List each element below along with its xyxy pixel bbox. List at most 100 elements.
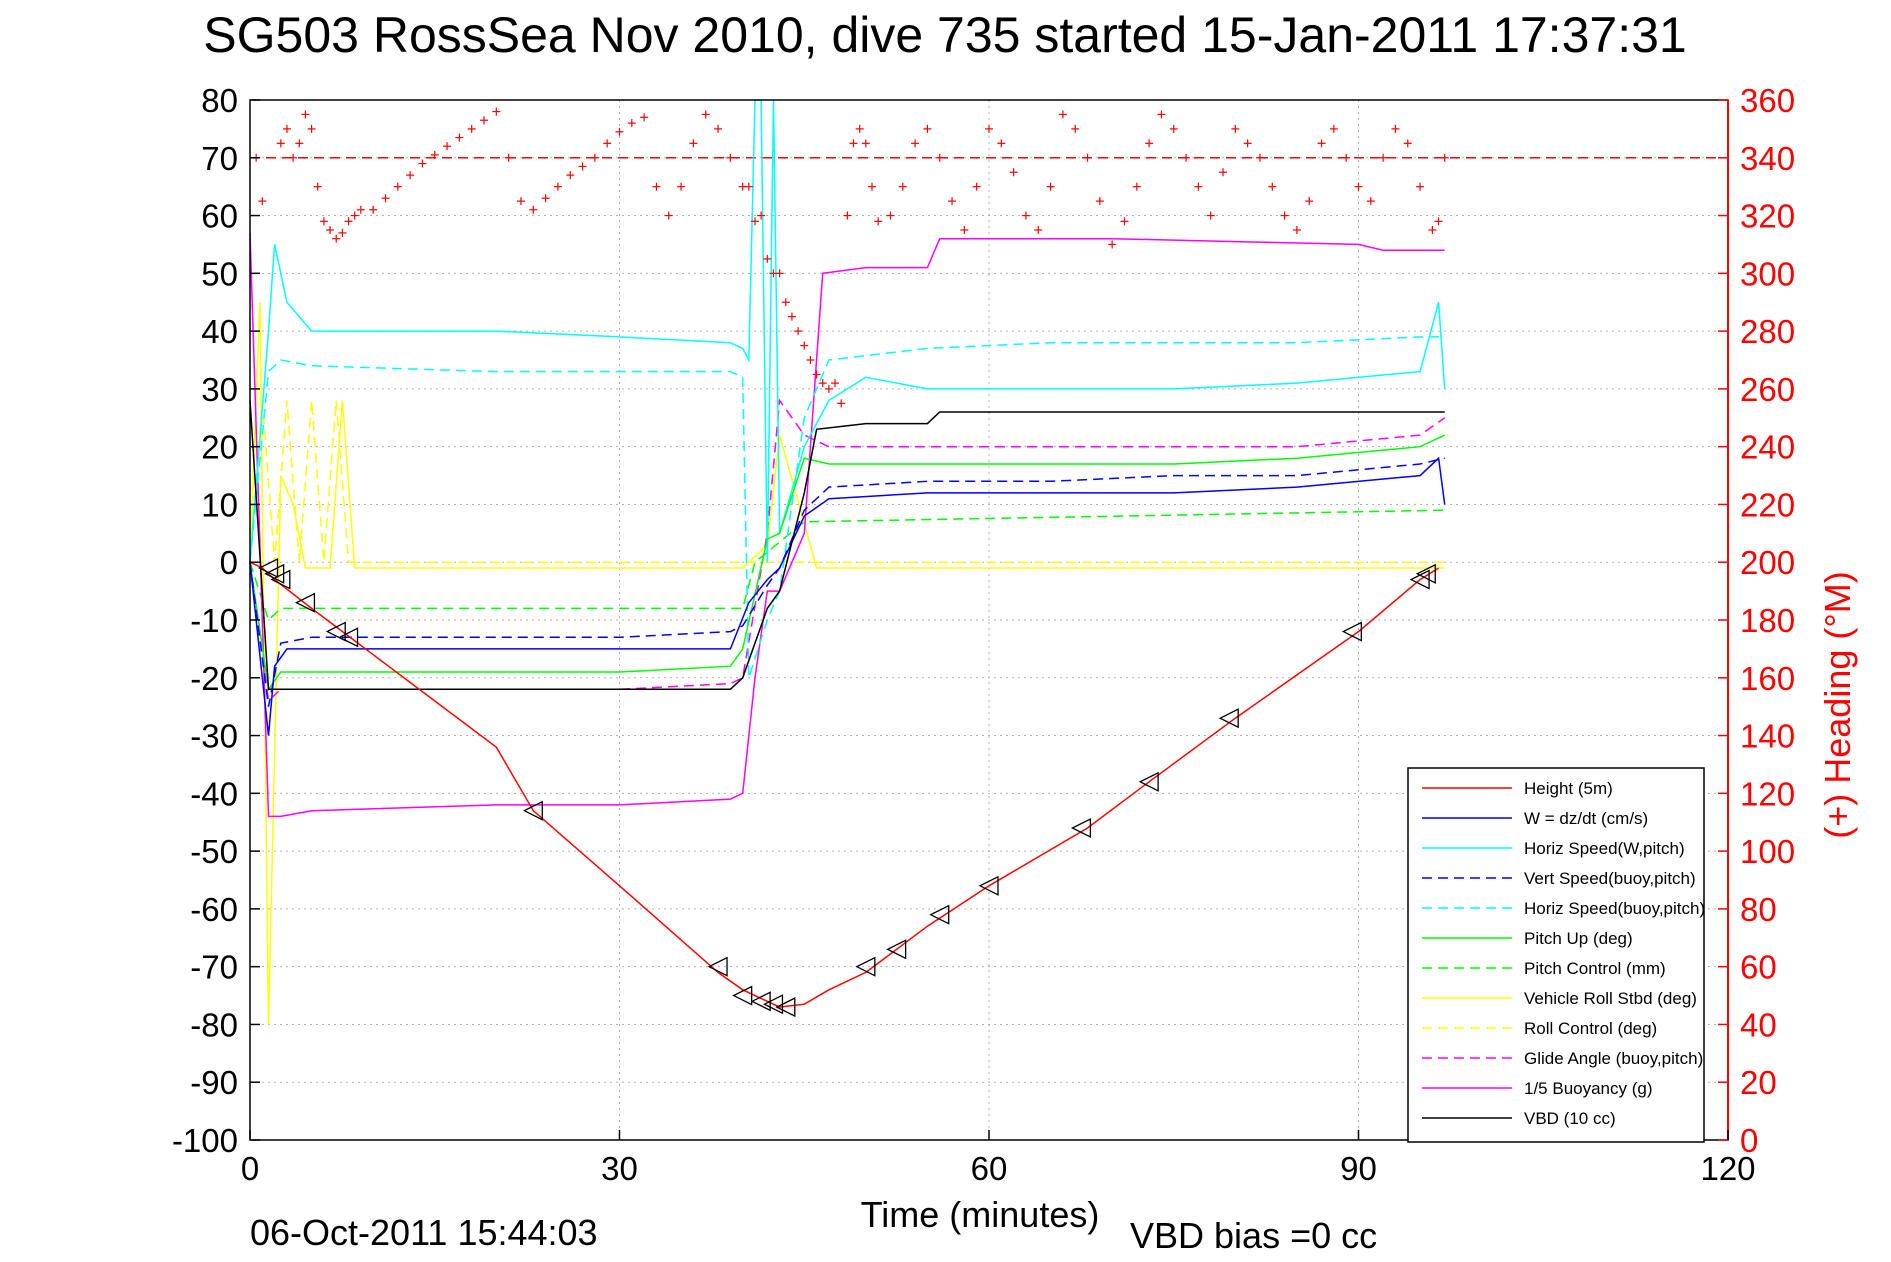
heading-point	[898, 182, 907, 191]
heading-point	[1428, 226, 1437, 234]
heading-point	[886, 211, 895, 220]
left-tick-label: -90	[190, 1064, 238, 1101]
heading-point	[948, 197, 957, 206]
heading-point	[1440, 153, 1449, 162]
legend-label: Pitch Up (deg)	[1524, 929, 1633, 948]
series-line-horiz-w	[249, 99, 1446, 563]
heading-point	[1009, 168, 1018, 177]
left-tick-label: 50	[201, 255, 238, 292]
x-axis-label: Time (minutes)	[861, 1194, 1100, 1235]
left-tick-label: 70	[201, 140, 238, 177]
heading-point	[258, 197, 267, 206]
legend-box	[1407, 767, 1705, 1143]
x-tick-label: 30	[601, 1150, 638, 1187]
series-line-roll-ctl	[249, 400, 1445, 563]
heading-point	[1403, 139, 1412, 148]
heading-point	[1071, 124, 1080, 133]
heading-point	[985, 124, 993, 133]
heading-point	[541, 194, 550, 203]
heading-point	[750, 217, 759, 226]
heading-point	[1145, 139, 1154, 148]
heading-point	[1058, 110, 1067, 119]
state-marker	[522, 800, 543, 821]
heading-point	[1206, 211, 1215, 220]
right-tick-label: 320	[1740, 198, 1795, 235]
left-tick-label: -60	[190, 891, 238, 928]
state-marker	[270, 569, 291, 590]
heading-point	[1317, 139, 1326, 148]
heading-point	[344, 217, 353, 226]
legend-label: Glide Angle (buoy,pitch)	[1524, 1049, 1703, 1068]
heading-point	[295, 139, 304, 148]
right-tick-label: 60	[1740, 949, 1777, 986]
heading-point	[1391, 124, 1400, 133]
heading-point	[590, 153, 599, 162]
state-marker	[732, 985, 753, 1006]
heading-point	[1021, 211, 1030, 220]
heading-point	[289, 153, 298, 162]
series-line-w	[249, 456, 1446, 736]
heading-point	[812, 370, 821, 379]
heading-point	[1083, 153, 1092, 162]
heading-point	[935, 153, 944, 162]
heading-point	[455, 133, 464, 142]
x-tick-label: 0	[241, 1150, 259, 1187]
heading-point	[744, 182, 753, 191]
legend-label: Roll Control (deg)	[1524, 1019, 1657, 1038]
state-marker	[886, 939, 907, 960]
heading-point	[301, 110, 310, 119]
x-tick-label: 120	[1700, 1150, 1755, 1187]
left-tick-label: 40	[201, 313, 238, 350]
legend-label: Height (5m)	[1524, 779, 1613, 798]
heading-point	[480, 116, 489, 125]
heading-point	[849, 139, 858, 148]
state-marker	[1138, 771, 1159, 792]
series-line-vbd	[249, 400, 1445, 691]
heading-point	[818, 379, 827, 388]
heading-point	[787, 312, 796, 321]
state-marker	[929, 904, 950, 925]
state-marker	[775, 997, 796, 1018]
series-line-vert-buoy	[249, 457, 1445, 707]
heading-point	[824, 384, 833, 393]
heading-point	[627, 119, 636, 128]
heading-point	[443, 142, 452, 151]
left-tick-label: 20	[201, 429, 238, 466]
heading-point	[553, 182, 562, 191]
right-tick-label: 120	[1740, 775, 1795, 812]
heading-point	[1182, 153, 1191, 162]
heading-point	[350, 211, 359, 220]
heading-point	[689, 139, 698, 148]
left-tick-label: -30	[190, 718, 238, 755]
heading-point	[406, 171, 415, 180]
heading-point	[806, 356, 815, 364]
heading-point	[831, 379, 840, 388]
heading-point	[1120, 217, 1129, 226]
heading-point	[1095, 197, 1104, 206]
chart-title: SG503 RossSea Nov 2010, dive 735 started…	[203, 7, 1686, 63]
left-tick-label: 30	[201, 371, 238, 408]
marker-layer	[258, 557, 1436, 1018]
left-tick-label: -70	[190, 949, 238, 986]
left-tick-label: 80	[201, 82, 238, 119]
right-tick-label: 300	[1740, 255, 1795, 292]
heading-point	[418, 159, 427, 168]
state-marker	[325, 621, 346, 642]
heading-point	[338, 228, 347, 237]
heading-point	[1046, 182, 1055, 191]
heading-point	[1243, 139, 1252, 148]
series-line-buoy	[249, 232, 1445, 818]
series-line-pitch-ctl	[249, 509, 1445, 622]
state-marker	[338, 627, 359, 648]
left-axis: -100-90-80-70-60-50-40-30-20-10010203040…	[172, 82, 260, 1159]
left-tick-label: 10	[201, 486, 238, 523]
state-marker	[1341, 621, 1362, 642]
heading-point	[1366, 197, 1375, 206]
right-tick-label: 220	[1740, 486, 1795, 523]
heading-point	[1108, 240, 1117, 249]
left-tick-label: 0	[220, 544, 238, 581]
left-tick-label: 60	[201, 198, 238, 235]
heading-point	[504, 153, 513, 162]
right-tick-label: 280	[1740, 313, 1795, 350]
state-marker	[294, 592, 316, 613]
